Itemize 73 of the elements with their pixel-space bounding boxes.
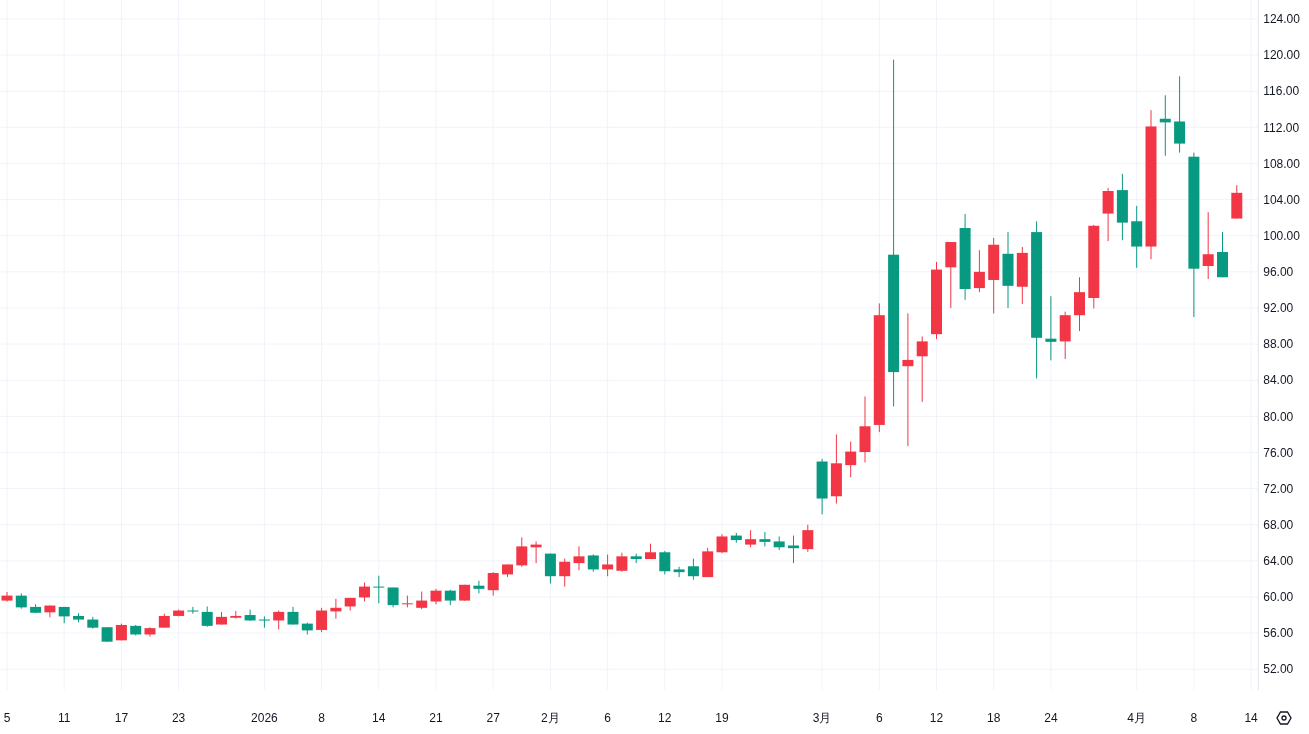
x-tick-label: 23 [171, 711, 186, 725]
candlestick [659, 550, 671, 575]
y-tick-label: 116.00 [1263, 84, 1300, 99]
candlestick [788, 535, 799, 564]
candlestick [544, 553, 556, 584]
x-tick-label: 8 [318, 711, 326, 725]
candlestick [973, 249, 985, 293]
x-tick-label: 21 [429, 711, 443, 725]
candlestick [273, 610, 285, 630]
candlestick [687, 558, 699, 581]
y-tick-label: 104.00 [1263, 192, 1301, 207]
candlestick [616, 552, 628, 573]
y-tick-label: 60.00 [1263, 590, 1294, 605]
candlestick [373, 575, 385, 604]
candlestick [201, 605, 213, 628]
x-tick-label: 12 [929, 711, 944, 725]
y-tick-label: 108.00 [1263, 156, 1301, 171]
x-tick-label: 11 [57, 711, 71, 725]
y-tick-label: 112.00 [1263, 120, 1300, 135]
x-tick-label: 19 [715, 711, 729, 725]
x-tick-label: 14 [372, 711, 386, 725]
x-tick-label: 6 [875, 711, 883, 725]
y-tick-label: 72.00 [1263, 481, 1294, 496]
candlestick [716, 533, 728, 554]
x-tick-label: 17 [114, 711, 129, 725]
candlestick [559, 558, 571, 588]
x-tick-label: 14 [1244, 711, 1259, 725]
candlestick [1074, 276, 1085, 332]
candlestick [316, 607, 328, 633]
candlestick [673, 566, 685, 578]
y-tick-label: 64.00 [1263, 554, 1294, 569]
y-tick-label: 88.00 [1263, 337, 1294, 352]
x-tick-label: 12 [658, 711, 672, 725]
y-tick-label: 120.00 [1263, 48, 1301, 63]
candlestick [473, 580, 485, 594]
y-tick-label: 52.00 [1263, 662, 1294, 677]
candlestick [516, 536, 528, 568]
x-tick-label: 3月 [812, 711, 832, 725]
candlestick [387, 586, 399, 608]
y-tick-label: 92.00 [1263, 301, 1294, 316]
x-tick-label: 6 [604, 711, 612, 725]
candlestick [1202, 211, 1214, 280]
candlestick [802, 524, 814, 553]
candlestick [759, 531, 771, 547]
y-tick-label: 84.00 [1263, 373, 1294, 388]
candlestick [487, 571, 499, 597]
y-tick-label: 80.00 [1263, 409, 1294, 424]
y-tick-label: 96.00 [1263, 265, 1294, 280]
candlestick [359, 582, 370, 602]
y-tick-label: 56.00 [1263, 626, 1294, 641]
x-tick-label: 2026 [251, 711, 279, 725]
candlestick [1102, 187, 1114, 242]
candlestick [916, 335, 928, 403]
x-tick-label: 18 [987, 711, 1001, 725]
candlestick [244, 609, 256, 622]
x-tick-label: 4月 [1127, 711, 1147, 725]
y-tick-label: 68.00 [1263, 517, 1294, 532]
y-tick-label: 124.00 [1263, 12, 1301, 27]
candlestick [602, 554, 614, 577]
candlestick [845, 441, 857, 478]
x-tick-label: 2月 [541, 711, 560, 725]
y-tick-label: 76.00 [1263, 445, 1294, 460]
candlestick [187, 606, 199, 615]
x-tick-label: 27 [486, 711, 501, 725]
candlestick [258, 615, 270, 629]
candlestick [1045, 295, 1057, 361]
candlestick [902, 312, 914, 447]
candlestick [573, 545, 585, 571]
x-tick-label: 5 [3, 711, 11, 725]
candlestick [1174, 75, 1186, 154]
x-tick-label: 8 [1190, 711, 1198, 725]
y-tick-label: 100.00 [1263, 228, 1301, 243]
x-tick-label: 24 [1044, 711, 1058, 725]
